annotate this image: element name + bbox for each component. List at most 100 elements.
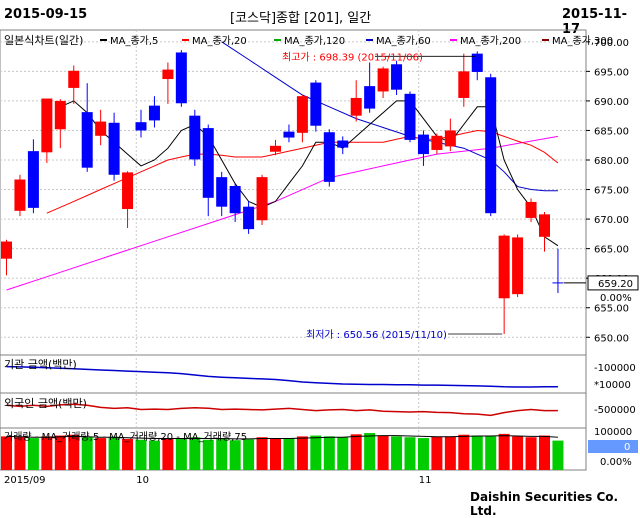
volume-bar	[162, 438, 174, 470]
candle-body	[216, 177, 228, 207]
candle-body	[27, 151, 39, 208]
candle-body	[162, 69, 174, 80]
candle-body	[350, 97, 362, 116]
volume-bar	[323, 436, 335, 470]
candle-body	[296, 96, 308, 133]
candle-body	[256, 177, 268, 221]
candle-body	[485, 77, 497, 214]
volume-tick-label: 100000	[594, 427, 632, 438]
volume-bar	[175, 438, 187, 470]
candle-body	[377, 68, 389, 92]
foreign-tick-label: -500000	[594, 405, 636, 416]
volume-value-box	[588, 440, 638, 453]
chart-title: [코스닥]종합 [201], 일간	[230, 11, 372, 26]
footer-brand: Daishin Securities Co. Ltd.	[470, 490, 619, 518]
foreign-label: 외국인 금액(백만)	[4, 397, 87, 410]
candle-body	[310, 82, 322, 126]
volume-bar	[525, 437, 537, 470]
candle-body	[229, 186, 241, 214]
x-axis-label: 10	[136, 475, 149, 486]
volume-bar	[135, 439, 147, 470]
legend-label: MA_종가,60	[376, 35, 431, 47]
candle-body	[417, 134, 429, 155]
candle-body	[270, 145, 281, 152]
candle-body	[95, 121, 107, 136]
volume-bar	[296, 436, 308, 470]
volume-bar	[404, 437, 416, 470]
legend-label: MA_종가,20	[192, 35, 247, 47]
volume-bar	[485, 436, 497, 470]
volume-bar	[350, 434, 362, 470]
candle-body	[54, 100, 66, 130]
candle-body	[431, 135, 443, 150]
institution-tick-label: *10000	[594, 380, 631, 391]
volume-bar	[14, 437, 26, 470]
volume-bar	[512, 436, 524, 470]
volume-bar	[81, 437, 93, 470]
start-date: 2015-09-15	[4, 7, 88, 22]
candle-body	[135, 122, 147, 131]
volume-bar	[498, 433, 510, 470]
volume-bar	[377, 435, 389, 470]
candle-body	[283, 131, 295, 138]
candle-body	[68, 70, 80, 88]
volume-bar	[471, 435, 483, 470]
y-tick-label: 650.00	[594, 333, 629, 344]
change-pct-label: 0.00%	[600, 293, 632, 304]
legend-label: MA_종가,300	[552, 35, 613, 47]
candle-body	[471, 53, 483, 72]
y-tick-label: 685.00	[594, 126, 629, 137]
volume-bar	[256, 437, 268, 470]
candle-body	[525, 201, 537, 218]
volume-bar	[1, 436, 12, 470]
volume-bar	[202, 439, 214, 470]
candle-body	[444, 130, 456, 147]
volume-bar	[41, 436, 53, 470]
x-axis-label: 11	[419, 475, 432, 486]
candle-body	[364, 86, 376, 109]
volume-label: 거래량 - MA_거래량,5 - MA_거래량,20 - MA_거래량,75	[4, 431, 247, 443]
institution-tick-label: -100000	[594, 363, 636, 374]
current-price-label: 659.20	[598, 279, 633, 290]
volume-bar	[310, 435, 322, 470]
volume-bar	[391, 436, 403, 470]
candle-body	[41, 98, 53, 153]
candle-body	[1, 241, 12, 259]
y-tick-label: 690.00	[594, 97, 629, 108]
volume-bar	[337, 437, 349, 470]
volume-bar	[417, 438, 429, 470]
candle-body	[458, 71, 470, 98]
y-tick-label: 680.00	[594, 156, 629, 167]
legend-label: MA_종가,120	[284, 35, 345, 47]
institution-line	[6, 365, 558, 388]
volume-bar	[552, 440, 564, 470]
candle-body	[148, 105, 160, 121]
y-tick-label: 695.00	[594, 67, 629, 78]
candle-body	[81, 112, 93, 168]
candle-body	[391, 64, 403, 90]
y-tick-label: 700.00	[594, 38, 629, 49]
volume-ma-line	[6, 435, 558, 440]
candle-body	[337, 140, 349, 148]
candle-body	[498, 235, 510, 299]
candle-body	[202, 128, 214, 198]
volume-bar	[54, 435, 66, 470]
institution-label: 기관 금액(백만)	[4, 358, 77, 371]
volume-bar	[95, 438, 107, 470]
candle-body	[175, 52, 187, 104]
y-tick-label: 655.00	[594, 304, 629, 315]
volume-bar	[148, 440, 160, 470]
volume-bar	[108, 436, 120, 470]
volume-bar	[444, 436, 456, 470]
volume-bar	[539, 435, 550, 470]
volume-bar	[283, 438, 295, 470]
volume-bar	[243, 439, 255, 470]
current-price-box	[587, 275, 639, 291]
candle-body	[243, 206, 255, 230]
volume-bar	[431, 436, 443, 470]
foreign-line	[6, 403, 558, 417]
volume-bar	[216, 438, 228, 470]
candle-body	[404, 93, 416, 140]
legend-label: MA_종가,5	[110, 35, 158, 47]
